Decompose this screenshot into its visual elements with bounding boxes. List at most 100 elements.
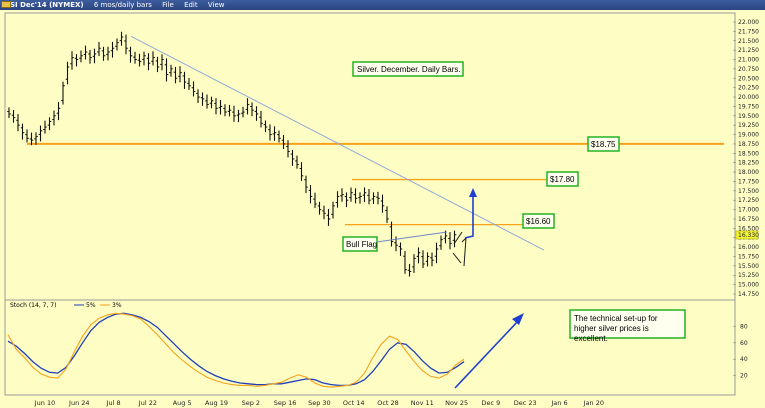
ohlc-bar bbox=[452, 230, 457, 248]
ohlc-bar bbox=[421, 250, 425, 269]
price-tick-label: 19.250 bbox=[738, 122, 759, 129]
ohlc-bar bbox=[97, 41, 101, 57]
date-tick-label: Sep 2 bbox=[242, 399, 260, 407]
ohlc-bar bbox=[412, 254, 416, 273]
level-label-1660-frame bbox=[522, 213, 555, 229]
ohlc-bar bbox=[191, 81, 196, 97]
date-axis: Jun 10 Jun 24 Jul 8 Jul 22 Aug 5 Aug 19 Sep 2 S… bbox=[34, 399, 604, 407]
ohlc-bar bbox=[187, 78, 191, 90]
stoch-axis: 80 60 40 20 bbox=[733, 323, 748, 380]
ohlc-bar bbox=[434, 242, 439, 264]
uptrend-arrow-line bbox=[454, 319, 520, 389]
chart-area: 22.000 21.750 21.500 21.250 21.000 20.750 20.5… bbox=[4, 12, 759, 407]
ohlc-bar bbox=[7, 107, 11, 119]
level-label-1780: $17.80 bbox=[546, 171, 579, 187]
setup-note-frame bbox=[569, 309, 686, 339]
last-price-value: 16.330 bbox=[738, 232, 759, 239]
ohlc-bar bbox=[155, 56, 160, 73]
ohlc-bar bbox=[281, 135, 286, 149]
ohlc-bar bbox=[20, 123, 25, 140]
price-tick-label: 20.250 bbox=[738, 85, 759, 92]
price-tick-label: 17.500 bbox=[738, 188, 759, 195]
ohlc-bar bbox=[268, 124, 272, 141]
stoch-panel-frame bbox=[4, 299, 736, 396]
price-tick-label: 20.500 bbox=[738, 75, 759, 82]
menu-edit[interactable]: Edit bbox=[184, 1, 198, 9]
date-tick-label: Aug 5 bbox=[173, 399, 192, 407]
date-tick-label: Dec 23 bbox=[514, 399, 537, 407]
level-label-1875: $18.75 bbox=[587, 136, 620, 152]
price-axis: 22.000 21.750 21.500 21.250 21.000 20.750 20.5… bbox=[733, 19, 759, 298]
ohlc-bar bbox=[331, 201, 335, 219]
ohlc-bar bbox=[430, 252, 434, 267]
ohlc-bar bbox=[232, 105, 236, 122]
ohlc-bar bbox=[47, 117, 52, 131]
menu-view[interactable]: View bbox=[207, 1, 225, 9]
ohlc-bar bbox=[56, 101, 61, 121]
price-panel-frame bbox=[4, 12, 736, 301]
breakout-arrow-icon bbox=[469, 188, 477, 197]
date-tick-label: Dec 9 bbox=[482, 399, 501, 407]
downtrend-line bbox=[130, 35, 545, 251]
price-tick-label: 18.250 bbox=[738, 160, 759, 167]
menu-file[interactable]: File bbox=[162, 1, 174, 9]
date-tick-label: Nov 25 bbox=[445, 399, 468, 407]
ohlc-bar bbox=[425, 252, 430, 267]
ohlc-bar bbox=[74, 54, 79, 67]
ohlc-bar bbox=[137, 53, 142, 67]
ohlc-bar bbox=[173, 66, 178, 84]
ohlc-bar bbox=[169, 64, 173, 77]
stoch-tick-label: 40 bbox=[740, 356, 748, 363]
bull-flag-callout: Bull Flag bbox=[342, 188, 477, 267]
stoch-panel: Stoch (14, 7, 7) 5% 3% 80 60 40 20 The tech… bbox=[4, 299, 748, 396]
ohlc-bar bbox=[205, 94, 209, 109]
ohlc-bar bbox=[124, 34, 128, 55]
ohlc-bar bbox=[290, 149, 295, 166]
price-tick-label: 19.000 bbox=[738, 132, 759, 139]
app-icon bbox=[1, 1, 11, 8]
title-box: Silver. December. Daily Bars. bbox=[352, 61, 464, 77]
legend-label-2: 3% bbox=[112, 302, 122, 309]
price-tick-label: 21.000 bbox=[738, 57, 759, 64]
ohlc-bar bbox=[196, 89, 200, 104]
flag-upper-line bbox=[453, 231, 463, 245]
price-tick-label: 19.750 bbox=[738, 103, 759, 110]
ohlc-bar bbox=[407, 263, 412, 277]
bull-flag-frame bbox=[342, 236, 378, 252]
ohlc-bar bbox=[349, 187, 353, 202]
price-tick-label: 21.750 bbox=[738, 28, 759, 35]
flag-pole-line bbox=[461, 236, 467, 267]
ohlc-bar bbox=[25, 129, 29, 143]
ohlc-bar bbox=[344, 192, 349, 208]
price-tick-label: 18.500 bbox=[738, 150, 759, 157]
stoch-tick-label: 20 bbox=[740, 373, 748, 380]
ohlc-bar bbox=[241, 106, 245, 118]
stoch-line-1 bbox=[7, 312, 465, 387]
bull-flag-text: Bull Flag bbox=[346, 240, 377, 249]
setup-note: The technical set-up for higher silver pr… bbox=[569, 309, 686, 343]
price-tick-label: 17.000 bbox=[738, 207, 759, 214]
ohlc-bar bbox=[362, 187, 367, 203]
ohlc-bar bbox=[38, 125, 43, 142]
ohlc-bars bbox=[7, 31, 457, 277]
date-tick-label: Jun 24 bbox=[68, 399, 90, 407]
setup-note-text: The technical set-up for higher silver pr… bbox=[574, 314, 658, 343]
ohlc-bar bbox=[133, 51, 137, 64]
ohlc-bar bbox=[358, 192, 362, 204]
ohlc-bar bbox=[142, 51, 146, 66]
last-price-tag: 16.330 bbox=[735, 230, 759, 240]
date-tick-label: Jun 10 bbox=[34, 399, 56, 407]
setup-note-line: excellent. bbox=[574, 334, 608, 343]
ohlc-bar bbox=[209, 96, 214, 109]
ohlc-bar bbox=[448, 232, 452, 250]
ohlc-bar bbox=[371, 192, 376, 204]
ohlc-bar bbox=[263, 120, 268, 133]
ohlc-bar bbox=[79, 50, 83, 63]
flag-lower-line bbox=[452, 252, 462, 264]
ohlc-bar bbox=[272, 126, 277, 141]
ohlc-bar bbox=[295, 155, 299, 169]
legend-label-1: 5% bbox=[86, 302, 96, 309]
ohlc-bar bbox=[250, 102, 254, 117]
setup-note-line: higher silver prices is bbox=[574, 324, 649, 333]
level-label-1875-frame bbox=[587, 136, 620, 152]
